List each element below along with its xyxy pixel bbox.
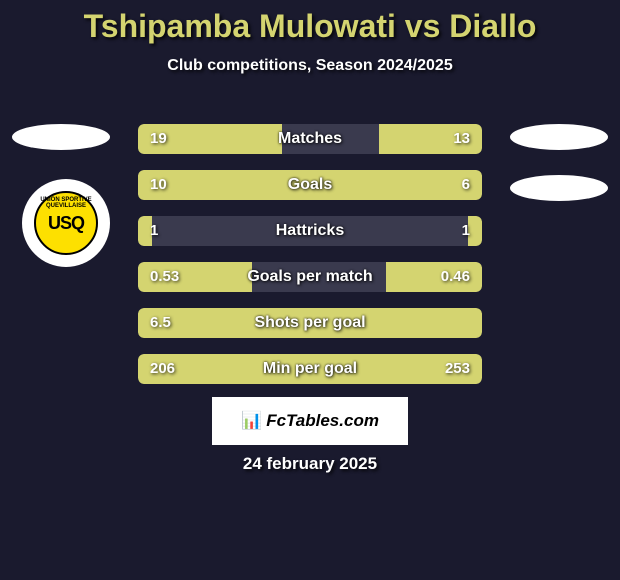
stats-container: 19 Matches 13 10 Goals 6 1 Hattricks 1 0…: [138, 124, 482, 400]
stat-val-right: 6: [462, 170, 470, 200]
stat-row-goals: 10 Goals 6: [138, 170, 482, 200]
stat-row-min-per-goal: 206 Min per goal 253: [138, 354, 482, 384]
page-title: Tshipamba Mulowati vs Diallo: [0, 0, 620, 45]
badge-top-text: UNION SPORTIVE QUEVILLAISE: [36, 197, 96, 209]
badge-inner: UNION SPORTIVE QUEVILLAISE USQ: [34, 191, 98, 255]
stat-label: Shots per goal: [138, 308, 482, 338]
subtitle: Club competitions, Season 2024/2025: [0, 57, 620, 75]
attribution-text: FcTables.com: [266, 411, 379, 431]
stat-label: Matches: [138, 124, 482, 154]
stat-row-goals-per-match: 0.53 Goals per match 0.46: [138, 262, 482, 292]
stat-val-right: 253: [445, 354, 470, 384]
player-right-placeholder-1: [510, 124, 608, 150]
stat-row-hattricks: 1 Hattricks 1: [138, 216, 482, 246]
player-left-placeholder: [12, 124, 110, 150]
stat-val-right: 13: [453, 124, 470, 154]
stat-row-shots-per-goal: 6.5 Shots per goal: [138, 308, 482, 338]
attribution-box: 📊 FcTables.com: [212, 397, 408, 445]
stat-label: Goals: [138, 170, 482, 200]
stat-label: Min per goal: [138, 354, 482, 384]
stat-val-right: 1: [462, 216, 470, 246]
badge-center-text: USQ: [48, 213, 84, 234]
club-badge: UNION SPORTIVE QUEVILLAISE USQ: [22, 179, 110, 267]
stat-val-right: 0.46: [441, 262, 470, 292]
stat-label: Goals per match: [138, 262, 482, 292]
player-right-placeholder-2: [510, 175, 608, 201]
stat-label: Hattricks: [138, 216, 482, 246]
chart-icon: 📊: [241, 411, 262, 431]
date-text: 24 february 2025: [0, 454, 620, 474]
stat-row-matches: 19 Matches 13: [138, 124, 482, 154]
